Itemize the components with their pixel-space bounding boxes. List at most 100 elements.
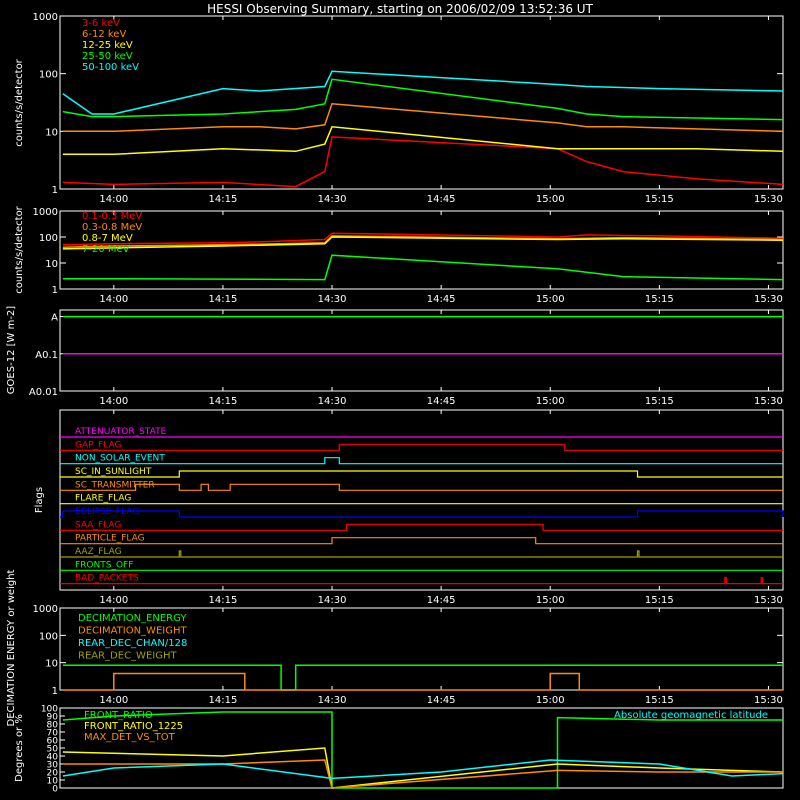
legend-12-25-kev: 12-25 keV xyxy=(82,40,133,51)
flag-label-aaz-flag: AAZ_FLAG xyxy=(75,547,122,557)
flag-line-sc-in-sunlight xyxy=(60,470,783,478)
flag-line-eclipse-flag xyxy=(60,510,784,518)
flag-label-saa-flag: SAA_FLAG xyxy=(75,520,121,530)
flag-label-flare-flag: FLARE_FLAG xyxy=(75,494,131,504)
series-6-12-keV xyxy=(62,103,784,133)
y-tick-label: 10 xyxy=(45,127,58,138)
legend-6-12-kev: 6-12 keV xyxy=(82,29,126,40)
y-tick-label: 60 xyxy=(47,737,59,747)
time-tick-label: 15:00 xyxy=(536,396,565,407)
time-tick-label: 14:15 xyxy=(209,194,238,205)
y-tick-label: 30 xyxy=(47,761,59,771)
flag-line-non-solar-event xyxy=(60,457,783,465)
legend-absolute-geomagnetic-latitude: Absolute geomagnetic latitude xyxy=(614,710,768,721)
time-tick-label: 15:00 xyxy=(536,194,565,205)
flag-line-particle-flag xyxy=(60,537,783,545)
y-tick-label: 40 xyxy=(47,753,59,763)
legend-0-3-0-8-mev: 0.3-0.8 MeV xyxy=(82,222,142,233)
y-tick-label: 1 xyxy=(52,185,58,196)
flag-line-gap-flag xyxy=(60,443,783,451)
flag-label-attenuator-state: ATTENUATOR_STATE xyxy=(75,427,167,437)
time-tick-label: 14:30 xyxy=(318,695,347,706)
y-tick-label: 50 xyxy=(47,745,59,755)
legend-3-6-kev: 3-6 keV xyxy=(82,18,120,29)
y-axis-label: GOES-12 [W m-2] xyxy=(6,306,17,394)
time-tick-label: 14:30 xyxy=(318,194,347,205)
legend-0-8-7-mev: 0.8-7 MeV xyxy=(82,233,133,244)
y-tick-label: 10 xyxy=(45,659,58,670)
flag-label-particle-flag: PARTICLE_FLAG xyxy=(75,534,145,544)
y-tick-label: 1000 xyxy=(33,12,58,23)
flag-label-eclipse-flag: ECLIPSE_FLAG xyxy=(75,507,139,517)
series-DECIMATION-WEIGHT xyxy=(62,672,783,691)
y-tick-label: 20 xyxy=(47,769,59,779)
time-tick-label: 15:30 xyxy=(754,595,783,606)
flag-line-aaz-flag xyxy=(60,550,783,558)
time-tick-label: 14:15 xyxy=(209,294,238,305)
flag-label-fronts-off: FRONTS_OFF xyxy=(75,560,133,570)
flag-line-sc-transmitter xyxy=(60,483,783,491)
y-tick-label: A0.1 xyxy=(35,350,58,361)
y-tick-label: 1000 xyxy=(33,604,58,615)
series-Absolute-geomagnetic-latitude xyxy=(62,759,784,780)
legend-max-det-vs-tot: MAX_DET_VS_TOT xyxy=(84,732,176,743)
y-tick-label: 100 xyxy=(39,631,58,642)
legend-rear-dec-chan-128: REAR_DEC_CHAN/128 xyxy=(78,638,187,649)
series-7-20-MeV xyxy=(62,254,784,281)
time-tick-label: 15:00 xyxy=(536,294,565,305)
low-energy-panel-frame xyxy=(59,15,784,190)
time-tick-label: 15:30 xyxy=(754,194,783,205)
y-tick-label: A xyxy=(51,313,58,324)
y-axis-label: DECIMATION ENERGY or weight xyxy=(6,569,17,726)
time-tick-label: 14:30 xyxy=(318,396,347,407)
y-tick-label: A0.01 xyxy=(29,387,58,398)
y-axis-label: Flags xyxy=(34,487,45,513)
time-tick-label: 14:45 xyxy=(427,396,456,407)
time-tick-label: 14:00 xyxy=(99,695,128,706)
time-tick-label: 15:30 xyxy=(754,294,783,305)
flag-line-saa-flag xyxy=(60,523,783,531)
time-tick-label: 14:45 xyxy=(427,595,456,606)
y-tick-label: 100 xyxy=(39,70,58,81)
flag-label-sc-in-sunlight: SC_IN_SUNLIGHT xyxy=(75,467,152,477)
y-tick-label: 80 xyxy=(47,721,59,731)
series-25-50-keV xyxy=(62,78,784,121)
time-tick-label: 14:00 xyxy=(99,396,128,407)
time-tick-label: 14:00 xyxy=(99,595,128,606)
legend-front-ratio: FRONT_RATIO xyxy=(84,710,153,721)
time-tick-label: 15:15 xyxy=(645,396,674,407)
time-tick-label: 15:15 xyxy=(645,194,674,205)
time-tick-label: 14:15 xyxy=(209,695,238,706)
legend-decimation-weight: DECIMATION_WEIGHT xyxy=(78,626,187,637)
time-tick-label: 14:30 xyxy=(318,595,347,606)
y-tick-label: 70 xyxy=(47,729,59,739)
time-tick-label: 14:45 xyxy=(427,294,456,305)
plot-title: HESSI Observing Summary, starting on 200… xyxy=(207,2,593,16)
series-50-100-keV xyxy=(62,70,784,115)
time-tick-label: 14:30 xyxy=(318,294,347,305)
y-tick-label: 1000 xyxy=(33,207,58,218)
flag-label-non-solar-event: NON_SOLAR_EVENT xyxy=(75,454,165,464)
time-tick-label: 15:15 xyxy=(645,695,674,706)
flag-label-bad-packets: BAD_PACKETS xyxy=(75,574,139,584)
time-tick-label: 15:30 xyxy=(754,396,783,407)
series-0-3-0-8-MeV xyxy=(62,235,784,249)
y-axis-label: Degrees or % xyxy=(14,714,25,782)
high-energy-panel-frame xyxy=(59,210,784,290)
legend-7-20-mev: 7-20 MeV xyxy=(82,244,130,255)
y-tick-label: 100 xyxy=(41,705,58,715)
time-tick-label: 15:15 xyxy=(645,595,674,606)
time-tick-label: 14:45 xyxy=(427,194,456,205)
time-tick-label: 15:00 xyxy=(536,695,565,706)
legend-25-50-kev: 25-50 keV xyxy=(82,51,133,62)
y-tick-label: 1 xyxy=(52,285,58,296)
y-tick-label: 0 xyxy=(52,785,58,795)
time-tick-label: 14:00 xyxy=(99,294,128,305)
y-tick-label: 10 xyxy=(47,777,59,787)
time-tick-label: 14:15 xyxy=(209,396,238,407)
legend-0-1-0-3-mev: 0.1-0.3 MeV xyxy=(82,211,142,222)
series-0-8-7-MeV xyxy=(62,236,784,250)
time-tick-label: 15:15 xyxy=(645,294,674,305)
series-3-6-keV xyxy=(62,136,784,188)
goes-panel-frame xyxy=(59,309,784,392)
